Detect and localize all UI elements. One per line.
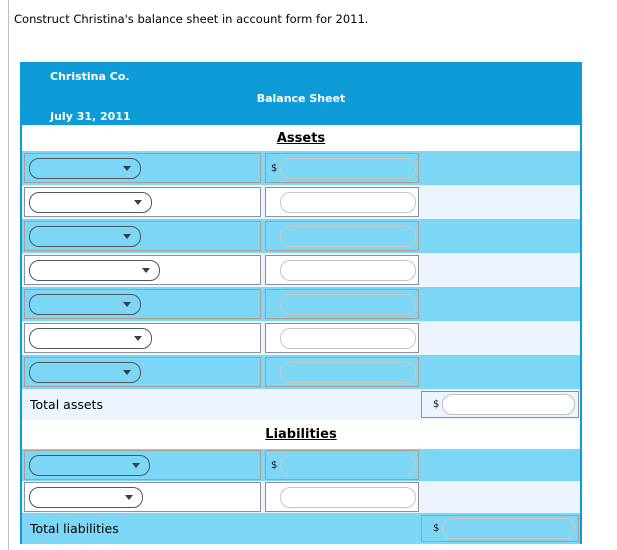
total-row-assets: Total assets $ <box>22 389 580 420</box>
account-select[interactable] <box>29 486 143 508</box>
amount-input[interactable] <box>442 394 575 415</box>
entry-row <box>22 219 580 253</box>
total-label: Total assets <box>30 397 103 412</box>
amount-input[interactable] <box>280 191 416 213</box>
company-name: Christina Co. <box>50 70 130 83</box>
amount-cell: $ <box>265 450 419 480</box>
amount-input[interactable] <box>280 327 416 349</box>
sheet-title: Balance Sheet <box>256 92 346 105</box>
amount-input[interactable] <box>280 361 416 383</box>
total-amount-cell: $ <box>421 515 579 542</box>
account-select[interactable] <box>29 327 152 349</box>
amount-cell <box>265 187 419 217</box>
chevron-down-icon <box>123 165 131 171</box>
currency-symbol: $ <box>271 459 278 471</box>
account-cell <box>24 450 261 480</box>
instruction-text: Construct Christina's balance sheet in a… <box>14 12 369 26</box>
amount-cell <box>265 357 419 387</box>
balance-sheet-table: Christina Co. Balance Sheet July 31, 201… <box>20 62 582 544</box>
total-label: Total liabilities <box>30 521 119 536</box>
chevron-down-icon <box>134 199 142 205</box>
account-cell <box>24 153 261 183</box>
sheet-header: Christina Co. Balance Sheet July 31, 201… <box>22 62 580 125</box>
account-cell <box>24 289 261 319</box>
sheet-body: Assets $ Total assets $ Liabilities $ Total li… <box>22 125 580 544</box>
content-frame-border <box>8 0 9 550</box>
entry-row <box>22 253 580 287</box>
sheet-date: July 31, 2011 <box>50 110 131 123</box>
amount-cell <box>265 255 419 285</box>
account-select[interactable] <box>29 191 152 213</box>
amount-input[interactable] <box>280 225 416 247</box>
amount-input[interactable] <box>280 259 416 281</box>
chevron-down-icon <box>123 369 131 375</box>
amount-input[interactable] <box>442 518 575 539</box>
entry-row <box>22 185 580 219</box>
entry-row: $ <box>22 151 580 185</box>
account-cell <box>24 357 261 387</box>
currency-symbol: $ <box>271 162 278 174</box>
account-select[interactable] <box>29 293 141 315</box>
chevron-down-icon <box>125 494 133 500</box>
amount-input[interactable] <box>280 486 416 508</box>
entry-row <box>22 355 580 389</box>
entry-row <box>22 481 580 513</box>
chevron-down-icon <box>142 267 150 273</box>
amount-cell <box>265 289 419 319</box>
chevron-down-icon <box>132 462 140 468</box>
account-cell <box>24 323 261 353</box>
account-select[interactable] <box>29 361 141 383</box>
account-select[interactable] <box>29 157 141 179</box>
section-title-text: Liabilities <box>265 427 337 442</box>
section-title-text: Assets <box>276 131 326 146</box>
amount-input[interactable] <box>280 293 416 315</box>
entry-row <box>22 287 580 321</box>
total-amount-cell: $ <box>421 391 579 418</box>
chevron-down-icon <box>123 233 131 239</box>
account-cell <box>24 187 261 217</box>
entry-row: $ <box>22 449 580 481</box>
account-cell <box>24 482 261 512</box>
amount-cell: $ <box>265 153 419 183</box>
chevron-down-icon <box>123 301 131 307</box>
currency-symbol: $ <box>433 399 440 410</box>
section-title-liabilities: Liabilities <box>22 420 580 449</box>
amount-cell <box>265 221 419 251</box>
chevron-down-icon <box>134 335 142 341</box>
amount-input[interactable] <box>280 454 416 476</box>
section-title-assets: Assets <box>22 125 580 151</box>
entry-row <box>22 321 580 355</box>
total-row-liabilities: Total liabilities $ <box>22 513 580 544</box>
amount-cell <box>265 482 419 512</box>
amount-cell <box>265 323 419 353</box>
currency-symbol: $ <box>433 523 440 534</box>
account-cell <box>24 255 261 285</box>
amount-input[interactable] <box>280 157 416 179</box>
account-cell <box>24 221 261 251</box>
account-select[interactable] <box>29 259 160 281</box>
account-select[interactable] <box>29 225 141 247</box>
account-select[interactable] <box>29 454 150 476</box>
